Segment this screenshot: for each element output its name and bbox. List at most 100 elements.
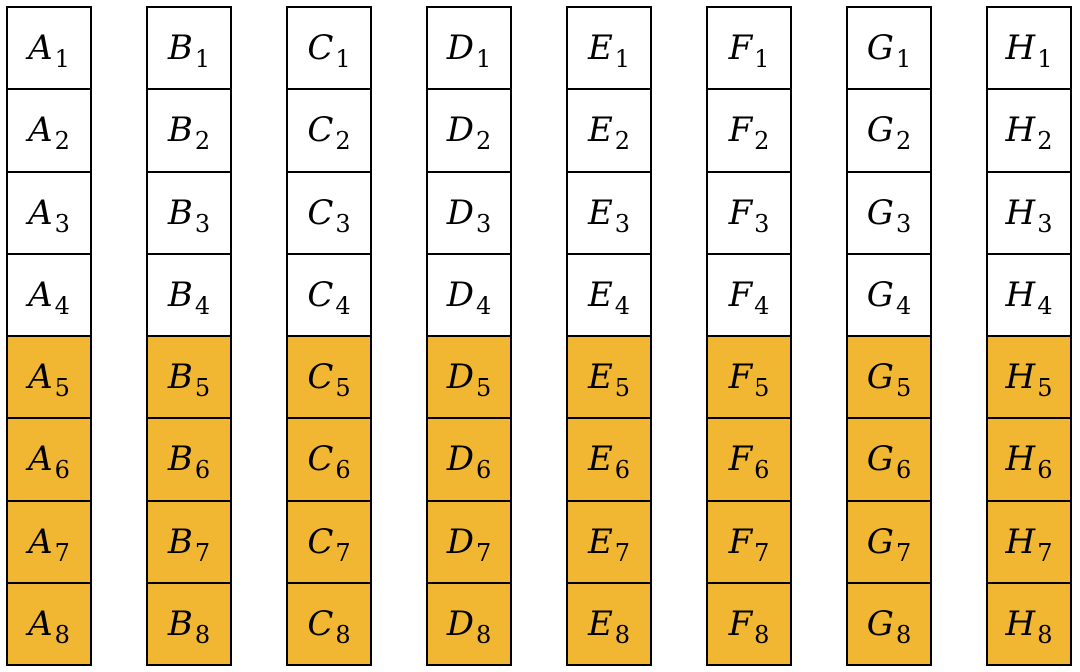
cell-subscript: 8 (194, 620, 211, 649)
cell-letter: A (28, 521, 53, 562)
cell-letter: A (28, 274, 53, 315)
cell-letter: D (446, 357, 474, 398)
cell-letter: A (28, 603, 53, 644)
cell-letter: H (1005, 603, 1036, 644)
cell-subscript: 6 (335, 456, 351, 485)
cell-letter: D (446, 110, 474, 151)
cell-letter: G (866, 192, 894, 233)
cell-subscript: 7 (335, 538, 351, 567)
cell-subscript: 5 (895, 374, 912, 403)
cell-subscript: 1 (335, 45, 351, 74)
cell-subscript: 2 (475, 127, 492, 156)
cell-letter: B (167, 28, 193, 69)
cell-letter: A (28, 110, 53, 151)
cell-letter: G (866, 603, 894, 644)
cell-letter: E (587, 521, 613, 562)
cell-subscript: 5 (194, 374, 211, 403)
cell-letter: D (446, 439, 474, 480)
cell-subscript: 2 (754, 127, 770, 156)
cell-letter: C (307, 521, 334, 562)
cell-letter: C (307, 110, 334, 151)
cell-letter: F (728, 28, 753, 69)
cell-subscript: 2 (895, 127, 912, 156)
cell-letter: H (1005, 521, 1036, 562)
cell-subscript: 6 (895, 456, 912, 485)
cell-letter: E (587, 28, 613, 69)
cell-letter: E (587, 439, 613, 480)
cell-subscript: 2 (335, 127, 351, 156)
cell-subscript: 8 (754, 620, 770, 649)
cell-subscript: 7 (1037, 538, 1053, 567)
cell-subscript: 3 (194, 209, 211, 238)
cell-subscript: 8 (1037, 620, 1053, 649)
cell-subscript: 7 (895, 538, 912, 567)
cell-subscript: 4 (1037, 291, 1053, 320)
cell-subscript: 6 (614, 456, 631, 485)
cell-subscript: 5 (54, 374, 70, 403)
cell-letter: C (307, 274, 334, 315)
cell-subscript: 7 (754, 538, 770, 567)
cell-letter: B (167, 192, 193, 233)
cell-letter: B (167, 603, 193, 644)
cell-subscript: 4 (335, 291, 351, 320)
cell-subscript: 4 (194, 291, 211, 320)
cell-subscript: 1 (475, 45, 492, 74)
cell-subscript: 3 (54, 209, 70, 238)
cell-letter: A (28, 28, 53, 69)
